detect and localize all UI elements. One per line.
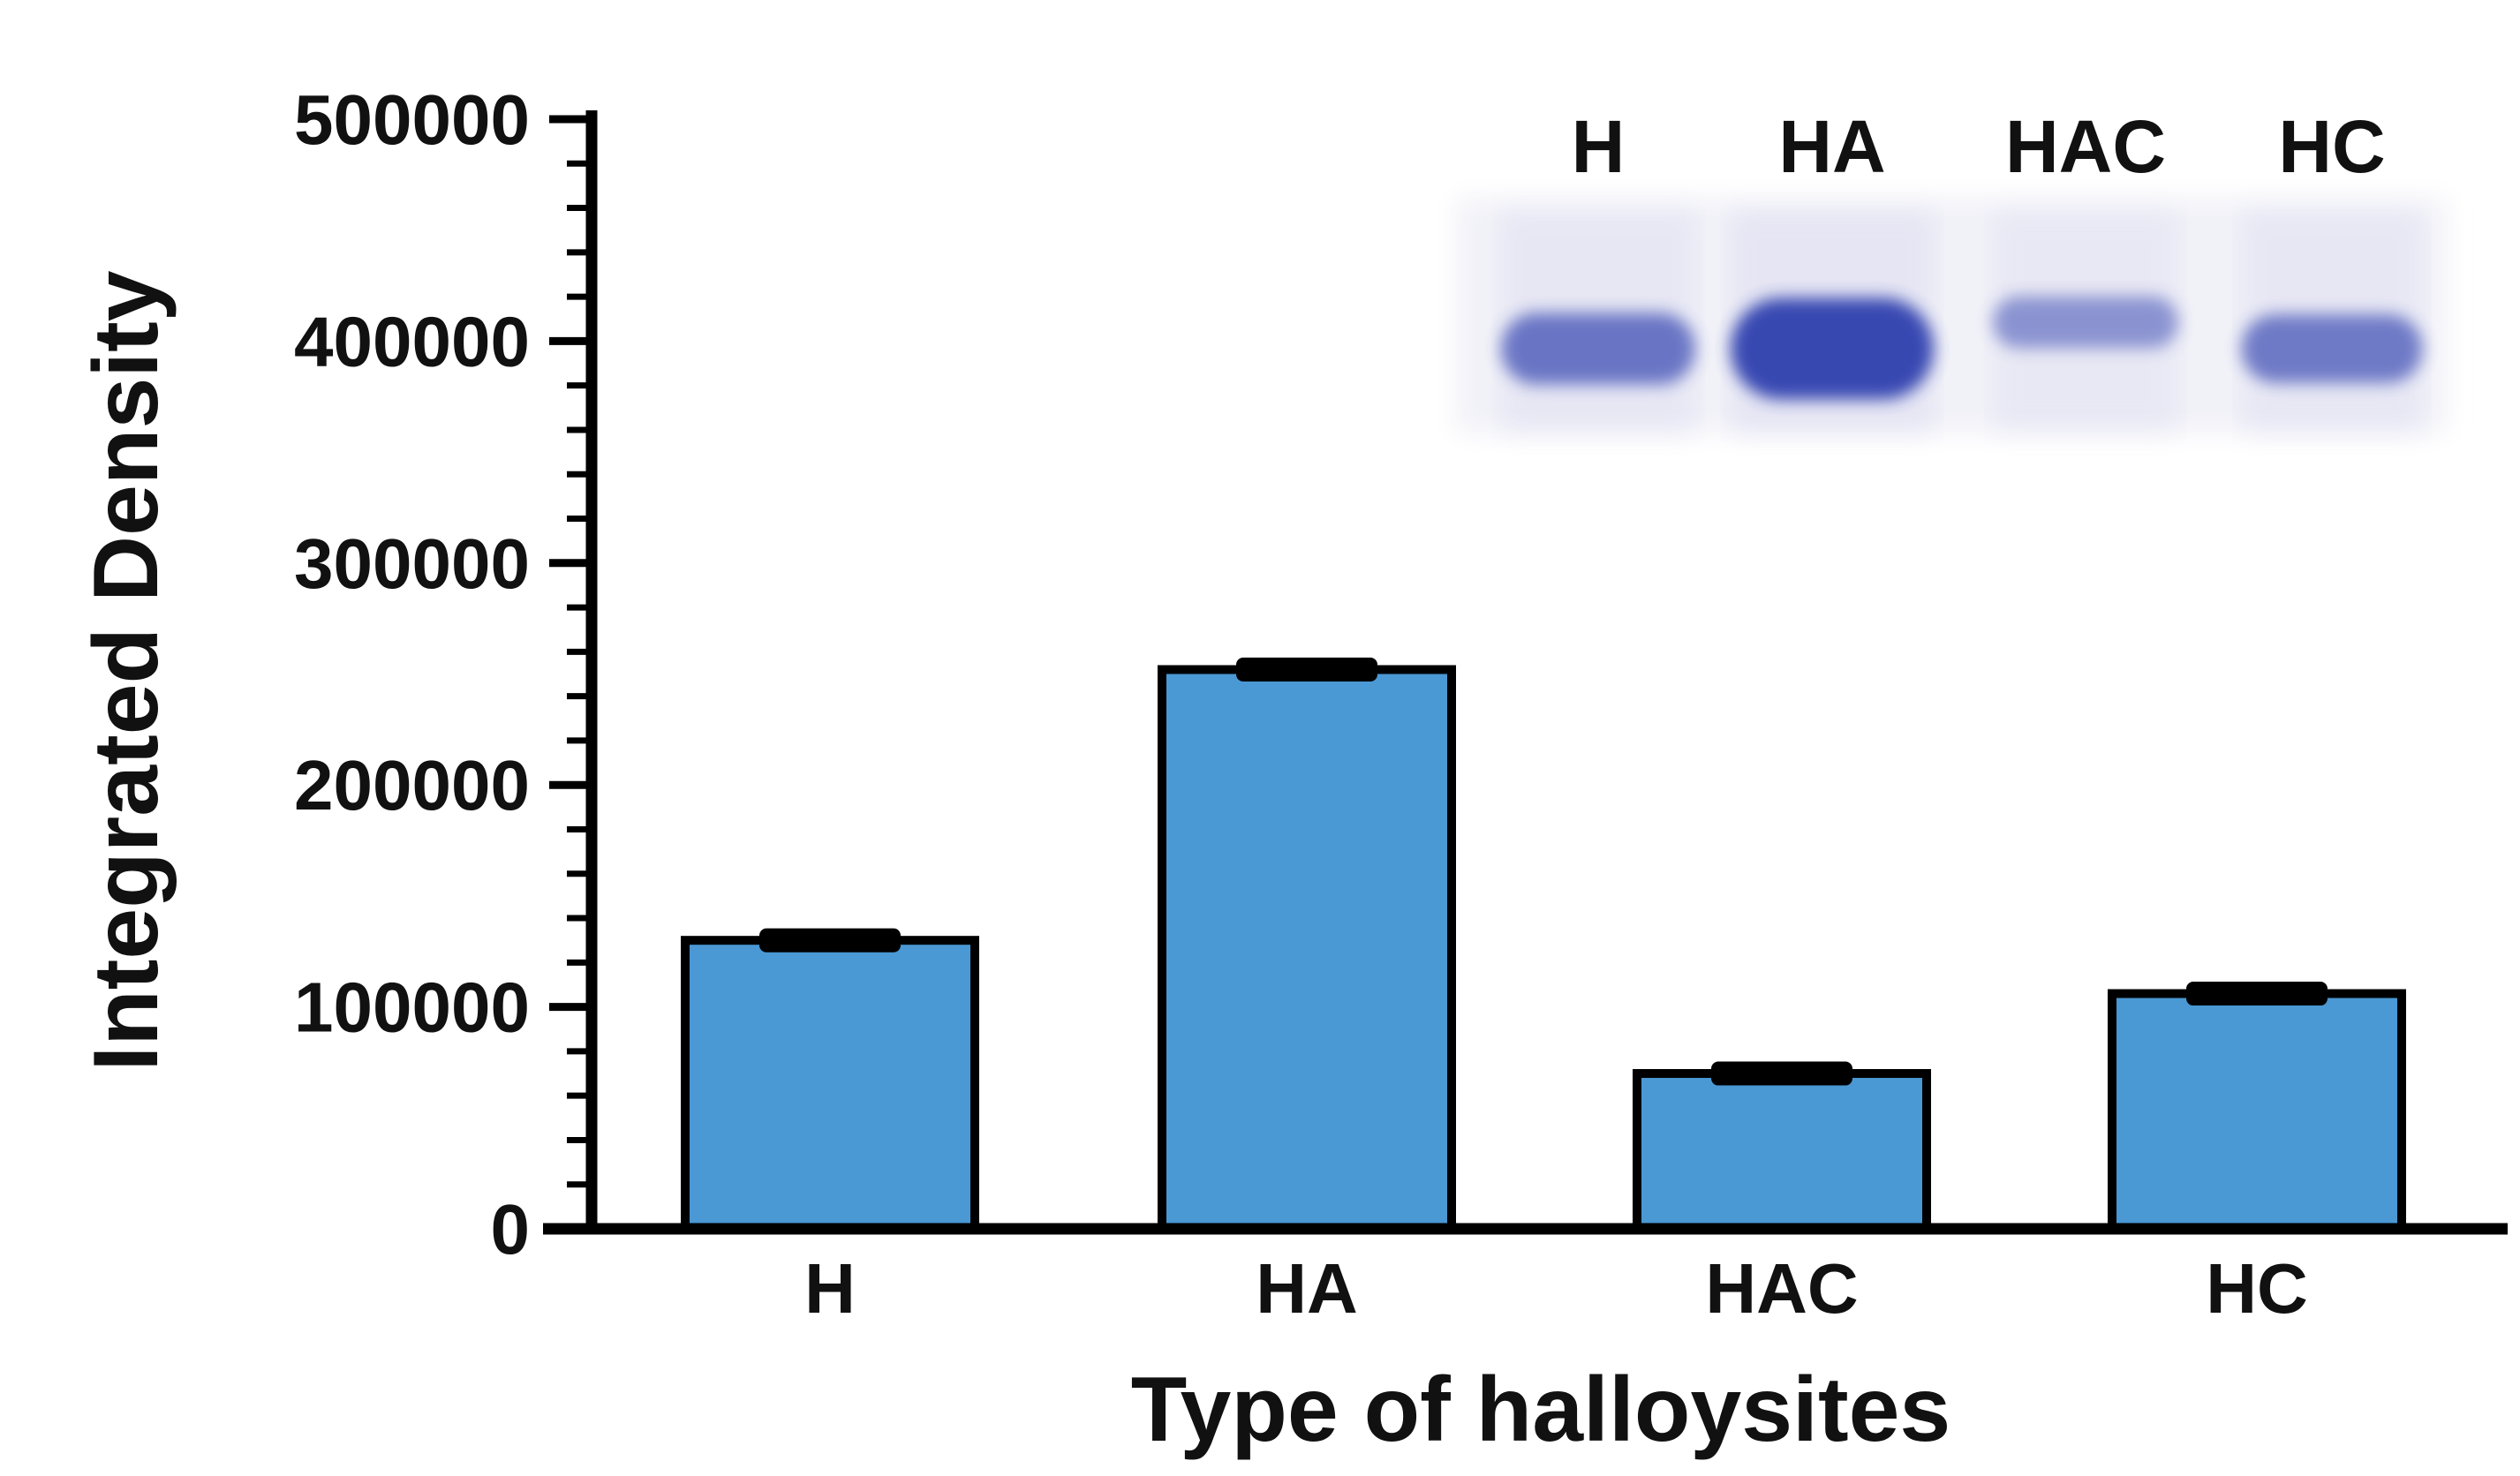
error-bar-ha xyxy=(1236,657,1377,682)
y-tick-label: 100000 xyxy=(294,968,530,1047)
bar-ha xyxy=(1158,665,1456,1233)
bar-hac xyxy=(1633,1069,1931,1234)
gel-lane-label-hc: HC xyxy=(2278,105,2385,188)
bars-group xyxy=(681,657,2406,1234)
x-tick-label-hac: HAC xyxy=(1705,1249,1858,1328)
gel-band-h xyxy=(1501,313,1695,385)
bar-hc xyxy=(2108,989,2406,1233)
bar-h xyxy=(681,936,979,1234)
x-tick-label-hc: HC xyxy=(2206,1249,2308,1328)
x-tick-label-h: H xyxy=(804,1249,856,1328)
y-axis-title: Integrated Density xyxy=(75,270,177,1071)
x-axis-title: Type of halloysites xyxy=(1131,1359,1951,1461)
gel-band-hac xyxy=(1993,296,2178,349)
y-tick-label: 0 xyxy=(491,1190,531,1269)
axes-group: 0 100000 200000 300000 400000 500000 H HA HAC HC xyxy=(294,80,2508,1328)
error-bar-h xyxy=(759,928,901,953)
error-bar-hc xyxy=(2186,981,2328,1006)
error-bar-hac xyxy=(1711,1061,1852,1086)
gel-band-hc xyxy=(2241,314,2423,383)
y-tick-label: 200000 xyxy=(294,746,530,825)
gel-inset-image: H HA HAC HC xyxy=(1457,105,2446,433)
gel-band-ha xyxy=(1731,297,1934,400)
x-tick-label-ha: HA xyxy=(1256,1249,1358,1328)
y-tick-label: 400000 xyxy=(294,302,530,380)
y-tick-label: 500000 xyxy=(294,80,530,159)
gel-lane-label-hac: HAC xyxy=(2005,105,2166,188)
y-tick-label: 300000 xyxy=(294,524,530,603)
gel-lane-label-ha: HA xyxy=(1778,105,1885,188)
gel-lane-label-h: H xyxy=(1572,105,1626,188)
